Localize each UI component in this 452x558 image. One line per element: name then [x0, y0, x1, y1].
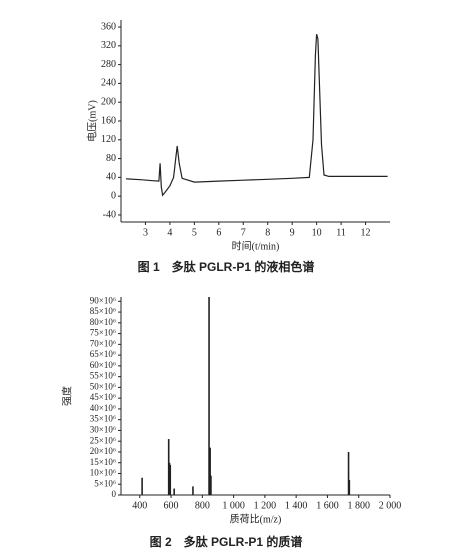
x-tick-label: 9 [290, 227, 295, 238]
x-tick-label: 5 [192, 227, 197, 238]
x-axis-label: 质荷比(m/z) [230, 513, 282, 525]
y-tick-label: 20×10⁶ [90, 446, 116, 456]
x-tick-label: 1 600 [316, 500, 339, 511]
y-tick-label: 90×10⁶ [90, 295, 116, 305]
x-tick-label: 400 [132, 500, 147, 511]
y-tick-label: 40×10⁶ [90, 403, 116, 413]
y-tick-label: 160 [101, 115, 116, 126]
chromatogram-line [125, 33, 388, 197]
y-tick-label: 60×10⁶ [90, 360, 116, 370]
y-tick-label: 65×10⁶ [90, 349, 116, 359]
x-tick-label: 800 [195, 500, 210, 511]
y-tick-label: 0 [111, 190, 116, 201]
x-tick-label: 1 000 [222, 500, 245, 511]
y-tick-label: 55×10⁶ [90, 371, 116, 381]
y-tick-label: 50×10⁶ [90, 381, 116, 391]
y-tick-label: -40 [103, 209, 116, 220]
y-axis-label: 强度 [60, 386, 73, 406]
y-tick-label: 360 [101, 21, 116, 32]
x-tick-label: 4 [167, 227, 172, 238]
y-tick-label: 0 [112, 489, 117, 499]
y-tick-label: 25×10⁶ [90, 435, 116, 445]
y-tick-label: 85×10⁶ [90, 306, 116, 316]
x-tick-label: 7 [241, 227, 246, 238]
x-tick-label: 3 [143, 227, 148, 238]
x-tick-label: 1 400 [285, 500, 308, 511]
y-tick-label: 30×10⁶ [90, 424, 116, 434]
caption: 图 1 多肽 PGLR-P1 的液相色谱 [138, 259, 315, 274]
y-tick-label: 15×10⁶ [90, 457, 116, 467]
x-tick-label: 1 800 [347, 500, 370, 511]
y-tick-label: 70×10⁶ [90, 338, 116, 348]
caption: 图 2 多肽 PGLR-P1 的质谱 [150, 534, 303, 549]
x-axis-label: 时间(t/min) [232, 239, 280, 252]
y-tick-label: 40 [106, 172, 116, 183]
y-tick-label: 200 [101, 97, 116, 108]
x-tick-label: 6 [216, 227, 221, 238]
y-tick-label: 240 [101, 78, 116, 89]
y-tick-label: 5×10⁶ [94, 478, 116, 488]
y-tick-label: 80×10⁶ [90, 317, 116, 327]
y-tick-label: 10×10⁶ [90, 468, 116, 478]
x-tick-label: 8 [265, 227, 270, 238]
x-tick-label: 10 [312, 227, 322, 238]
y-tick-label: 45×10⁶ [90, 392, 116, 402]
x-tick-label: 11 [336, 227, 346, 238]
y-tick-label: 80 [106, 153, 116, 164]
y-tick-label: 280 [101, 59, 116, 70]
x-tick-label: 2 000 [379, 500, 402, 511]
y-axis-label: 电压(mV) [85, 100, 98, 142]
y-tick-label: 75×10⁶ [90, 328, 116, 338]
y-tick-label: 120 [101, 134, 116, 145]
x-tick-label: 12 [361, 227, 371, 238]
x-tick-label: 1 200 [254, 500, 277, 511]
x-tick-label: 600 [164, 500, 179, 511]
y-tick-label: 320 [101, 40, 116, 51]
y-tick-label: 35×10⁶ [90, 414, 116, 424]
